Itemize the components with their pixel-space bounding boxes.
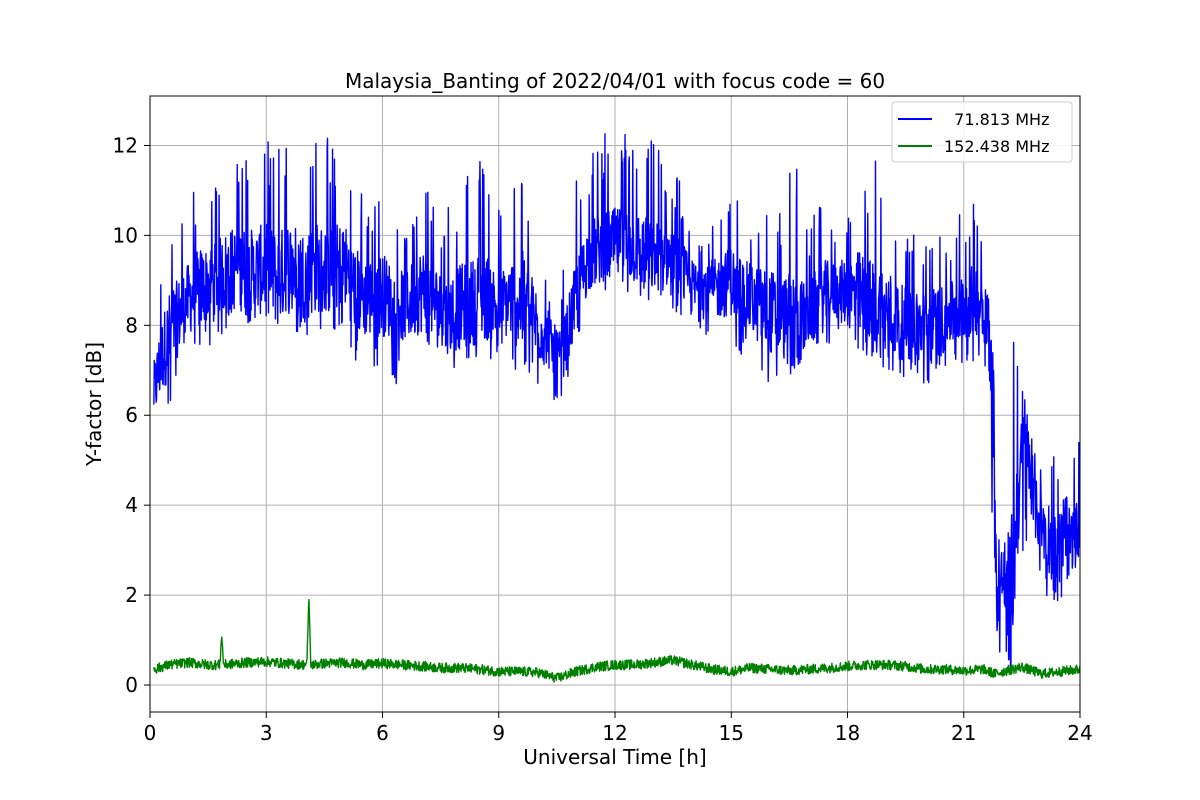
series-line-152mhz xyxy=(153,598,1080,683)
y-tick-label: 8 xyxy=(125,313,138,337)
y-tick-label: 6 xyxy=(125,403,138,427)
x-tick-label: 6 xyxy=(376,721,389,745)
x-tick-label: 21 xyxy=(951,721,976,745)
legend-entry: 152.438 MHz xyxy=(944,137,1049,156)
y-tick-label: 10 xyxy=(113,223,138,247)
x-axis: 0 3 6 9 12 15 18 21 24 xyxy=(144,712,1093,745)
y-tick-label: 2 xyxy=(125,583,138,607)
x-tick-label: 15 xyxy=(719,721,744,745)
y-tick-label: 4 xyxy=(125,493,138,517)
y-tick-label: 12 xyxy=(113,133,138,157)
legend: 71.813 MHz 152.438 MHz xyxy=(891,101,1073,163)
x-tick-label: 18 xyxy=(835,721,860,745)
legend-entry: 71.813 MHz xyxy=(944,110,1049,129)
grid xyxy=(149,96,1081,712)
plot-area xyxy=(153,133,1080,683)
y-axis: 0 2 4 6 8 10 12 xyxy=(113,133,150,697)
y-tick-label: 0 xyxy=(125,673,138,697)
legend-box xyxy=(891,101,1073,163)
chart-title: Malaysia_Banting of 2022/04/01 with focu… xyxy=(345,69,885,93)
x-tick-label: 9 xyxy=(492,721,505,745)
y-axis-label: Y-factor [dB] xyxy=(82,342,106,467)
series-line-71mhz xyxy=(153,133,1080,673)
x-tick-label: 3 xyxy=(260,721,273,745)
x-tick-label: 24 xyxy=(1067,721,1092,745)
x-axis-label: Universal Time [h] xyxy=(523,745,706,769)
x-tick-label: 0 xyxy=(144,721,157,745)
x-tick-label: 12 xyxy=(602,721,627,745)
